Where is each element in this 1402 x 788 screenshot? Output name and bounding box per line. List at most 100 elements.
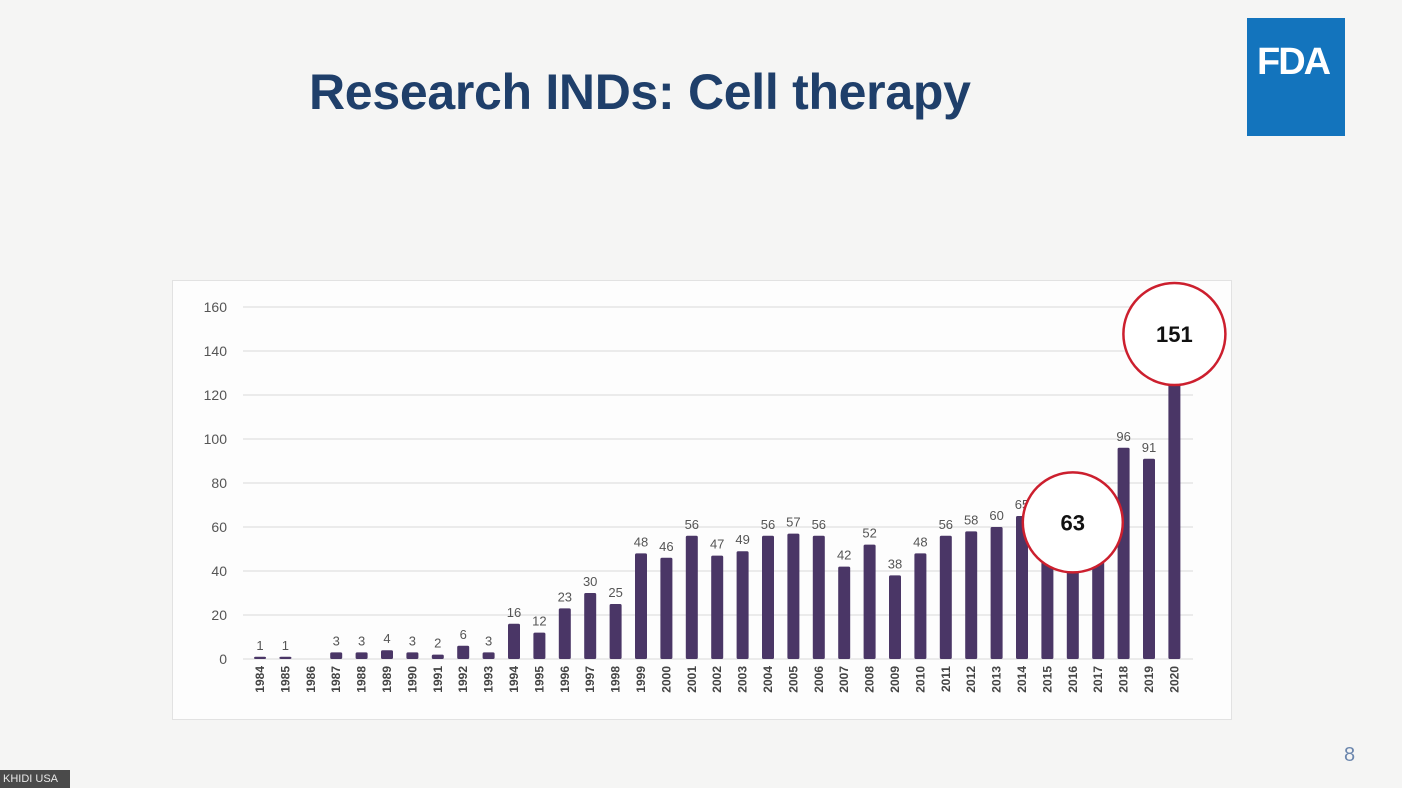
data-label: 56 <box>939 517 953 532</box>
x-tick-label: 1994 <box>507 666 521 693</box>
y-tick-label: 20 <box>211 607 227 623</box>
bar <box>482 652 495 659</box>
bar <box>584 593 597 659</box>
y-tick-label: 0 <box>219 651 227 667</box>
data-label: 56 <box>812 517 826 532</box>
x-tick-label: 1991 <box>431 666 445 693</box>
x-tick-label: 2018 <box>1117 666 1131 693</box>
x-tick-label: 2011 <box>939 666 953 692</box>
x-tick-label: 1997 <box>583 666 597 693</box>
data-label: 58 <box>964 512 978 527</box>
data-label: 3 <box>333 633 340 648</box>
bar <box>762 535 774 659</box>
bar <box>812 535 825 659</box>
chart-frame: 0 20 40 60 80 100 120 140 160 1 1984 1 1985 1986 3 1987… <box>172 280 1232 720</box>
y-tick-label: 100 <box>204 431 228 447</box>
data-label: 49 <box>735 532 749 547</box>
x-tick-label: 1988 <box>355 666 369 693</box>
slide-title: Research INDs: Cell therapy <box>309 64 971 120</box>
y-tick-label: 160 <box>204 299 228 315</box>
x-tick-label: 2014 <box>1015 666 1029 693</box>
x-tick-label: 1996 <box>558 666 572 693</box>
data-label: 38 <box>888 556 902 571</box>
x-tick-label: 2006 <box>812 666 826 693</box>
bar <box>939 535 952 659</box>
x-tick-label: 2010 <box>913 666 927 693</box>
data-label: 57 <box>786 515 800 530</box>
bar <box>660 557 673 659</box>
x-tick-label: 1992 <box>456 666 470 693</box>
data-label: 4 <box>383 631 390 646</box>
bar <box>914 553 927 659</box>
bar <box>736 551 749 659</box>
x-tick-label: 2007 <box>837 666 851 693</box>
data-label: 3 <box>485 633 492 648</box>
highlight-label: 151 <box>1156 322 1193 347</box>
bar <box>355 652 368 659</box>
data-label: 60 <box>989 508 1003 523</box>
bar <box>838 566 851 659</box>
bar <box>990 527 1003 659</box>
x-tick-label: 1989 <box>380 666 394 693</box>
bar <box>533 632 546 659</box>
bar <box>431 654 444 659</box>
bar <box>787 533 800 659</box>
highlight-label: 63 <box>1061 510 1085 535</box>
y-tick-label: 80 <box>211 475 227 491</box>
y-tick-label: 40 <box>211 563 227 579</box>
bar <box>279 656 292 659</box>
data-label: 52 <box>862 526 876 541</box>
bar <box>1016 516 1028 659</box>
x-tick-label: 1995 <box>532 666 546 693</box>
x-tick-label: 2019 <box>1142 666 1156 693</box>
data-label: 1 <box>282 638 289 653</box>
bar <box>330 652 343 659</box>
x-tick-label: 2002 <box>710 666 724 693</box>
x-tick-label: 1987 <box>329 666 343 693</box>
x-tick-label: 2017 <box>1091 666 1105 693</box>
y-tick-label: 140 <box>204 343 228 359</box>
x-tick-label: 1993 <box>482 666 496 693</box>
x-tick-label: 2013 <box>990 666 1004 693</box>
x-tick-label: 2001 <box>685 666 699 693</box>
bar <box>1117 447 1130 659</box>
bar <box>711 555 724 659</box>
x-tick-label: 2000 <box>659 666 673 693</box>
data-label: 3 <box>409 633 416 648</box>
fda-logo: FDA <box>1247 18 1345 136</box>
data-label: 16 <box>507 605 521 620</box>
data-label: 30 <box>583 574 597 589</box>
bar <box>406 652 419 659</box>
x-tick-label: 2008 <box>863 666 877 693</box>
x-tick-label: 2004 <box>761 666 775 693</box>
x-tick-label: 2015 <box>1040 666 1054 693</box>
bar <box>508 623 520 659</box>
data-label: 56 <box>685 517 699 532</box>
data-label: 47 <box>710 537 724 552</box>
data-label: 46 <box>659 539 673 554</box>
data-label: 12 <box>532 614 546 629</box>
bar <box>889 575 901 659</box>
data-label: 56 <box>761 517 775 532</box>
bar <box>1143 458 1155 659</box>
bar <box>457 645 470 659</box>
x-tick-label: 2003 <box>736 666 750 693</box>
bar <box>1168 326 1181 659</box>
bar <box>609 604 622 659</box>
bar <box>863 544 876 659</box>
x-tick-label: 2009 <box>888 666 902 693</box>
bar <box>965 531 978 659</box>
presenter-tag: KHIDI USA <box>0 770 70 788</box>
data-label: 23 <box>558 589 572 604</box>
x-tick-label: 2016 <box>1066 666 1080 693</box>
x-tick-label: 2012 <box>964 666 978 693</box>
data-label: 48 <box>913 534 927 549</box>
x-tick-label: 1999 <box>634 666 648 693</box>
bar-chart: 0 20 40 60 80 100 120 140 160 1 1984 1 1985 1986 3 1987… <box>204 281 1227 693</box>
x-tick-label: 1984 <box>253 666 267 693</box>
bar <box>685 535 698 659</box>
data-label: 1 <box>256 638 263 653</box>
bar <box>381 650 393 659</box>
y-tick-label: 120 <box>204 387 228 403</box>
x-tick-label: 2020 <box>1167 666 1181 693</box>
